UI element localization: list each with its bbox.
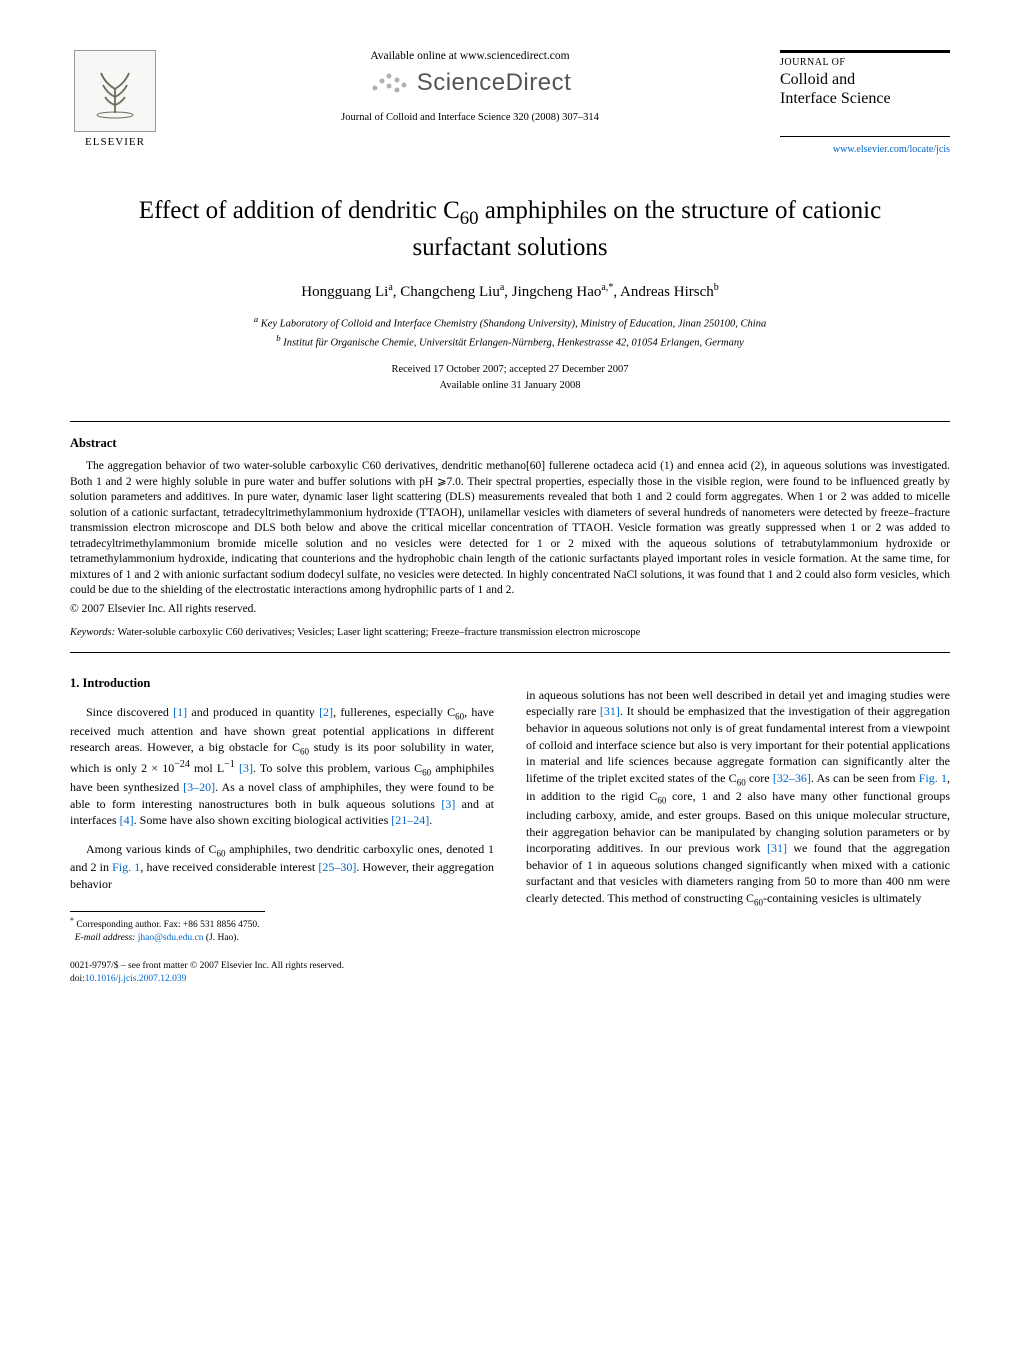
ref-25-30[interactable]: [25–30] [318, 860, 356, 874]
journal-name-line2: Interface Science [780, 90, 891, 107]
author-1-aff: a [388, 282, 392, 293]
body-columns: 1. Introduction Since discovered [1] and… [70, 675, 950, 945]
abstract-text: The aggregation behavior of two water-so… [70, 459, 950, 599]
corr-author-text: Corresponding author. Fax: +86 531 8856 … [76, 920, 259, 930]
intro-para-2: Among various kinds of C60 amphiphiles, … [70, 841, 494, 893]
keywords-label: Keywords: [70, 627, 115, 638]
corresponding-footnote: * Corresponding author. Fax: +86 531 885… [70, 911, 265, 945]
doi-link[interactable]: 10.1016/j.jcis.2007.12.039 [85, 974, 187, 984]
front-matter-text: 0021-9797/$ – see front matter © 2007 El… [70, 961, 344, 971]
header-center: Available online at www.sciencedirect.co… [160, 50, 780, 123]
author-2: Changcheng Liu [400, 284, 500, 300]
ref-1[interactable]: [1] [173, 705, 187, 719]
elsevier-tree-icon [74, 50, 156, 132]
article-dates: Received 17 October 2007; accepted 27 De… [70, 362, 950, 396]
publisher-logo-box: ELSEVIER [70, 50, 160, 148]
doi-label: doi: [70, 974, 85, 984]
received-date: Received 17 October 2007; accepted 27 De… [391, 364, 628, 375]
title-part1: Effect of addition of dendritic C [139, 197, 460, 224]
right-column: in aqueous solutions has not been well d… [526, 675, 950, 945]
article-title: Effect of addition of dendritic C60 amph… [100, 195, 920, 264]
sciencedirect-text: ScienceDirect [417, 69, 572, 97]
journal-citation: Journal of Colloid and Interface Science… [180, 112, 760, 123]
intro-para-2-cont: in aqueous solutions has not been well d… [526, 687, 950, 909]
fig-1-ref[interactable]: Fig. 1 [112, 860, 140, 874]
abstract-heading: Abstract [70, 436, 950, 451]
title-part2: amphiphiles on the structure of cationic… [412, 197, 881, 260]
ref-4[interactable]: [4] [120, 813, 134, 827]
keywords-text: Water-soluble carboxylic C60 derivatives… [118, 627, 641, 638]
corr-name: (J. Hao). [206, 933, 239, 943]
sciencedirect-logo: ScienceDirect [180, 68, 760, 98]
locate-link[interactable]: www.elsevier.com/locate/jcis [833, 144, 950, 155]
corr-email[interactable]: jhao@sdu.edu.cn [138, 933, 204, 943]
journal-of-label: JOURNAL OF [780, 57, 950, 68]
online-date: Available online 31 January 2008 [440, 380, 581, 391]
author-1: Hongguang Li [301, 284, 388, 300]
authors-line: Hongguang Lia, Changcheng Liua, Jingchen… [70, 282, 950, 301]
bottom-copyright: 0021-9797/$ – see front matter © 2007 El… [70, 960, 950, 986]
ref-2[interactable]: [2] [319, 705, 333, 719]
author-3-star: * [608, 282, 613, 293]
left-column: 1. Introduction Since discovered [1] and… [70, 675, 494, 945]
elsevier-label: ELSEVIER [70, 136, 160, 148]
rule-top [70, 421, 950, 422]
author-4-aff: b [714, 282, 719, 293]
intro-para-1: Since discovered [1] and produced in qua… [70, 704, 494, 829]
section-1-heading: 1. Introduction [70, 675, 494, 692]
ref-21-24[interactable]: [21–24] [391, 813, 429, 827]
title-sub: 60 [460, 208, 479, 229]
author-3: Jingcheng Hao [512, 284, 602, 300]
header: ELSEVIER Available online at www.science… [70, 50, 950, 157]
journal-name-line1: Colloid and [780, 71, 855, 88]
keywords-line: Keywords: Water-soluble carboxylic C60 d… [70, 627, 950, 638]
abstract-copyright: © 2007 Elsevier Inc. All rights reserved… [70, 603, 950, 615]
ref-3-20[interactable]: [3–20] [183, 780, 215, 794]
ref-32-36[interactable]: [32–36] [773, 771, 811, 785]
ref-31b[interactable]: [31] [767, 841, 787, 855]
abstract-body: The aggregation behavior of two water-so… [70, 459, 950, 599]
affiliation-b: Institut für Organische Chemie, Universi… [283, 338, 744, 349]
ref-3[interactable]: [3] [239, 761, 253, 775]
available-online-text: Available online at www.sciencedirect.co… [180, 50, 760, 62]
sciencedirect-dots-icon [369, 68, 409, 98]
journal-name: Colloid and Interface Science [780, 70, 950, 108]
ref-3b[interactable]: [3] [441, 797, 455, 811]
author-4: Andreas Hirsch [620, 284, 714, 300]
ref-31[interactable]: [31] [600, 704, 620, 718]
author-2-aff: a [500, 282, 504, 293]
affiliations: a Key Laboratory of Colloid and Interfac… [70, 313, 950, 351]
journal-title-box: JOURNAL OF Colloid and Interface Science… [780, 50, 950, 157]
rule-bottom [70, 652, 950, 653]
fig-1-ref-b[interactable]: Fig. 1 [919, 771, 947, 785]
affiliation-a: Key Laboratory of Colloid and Interface … [261, 319, 766, 330]
email-label: E-mail address: [75, 933, 136, 943]
